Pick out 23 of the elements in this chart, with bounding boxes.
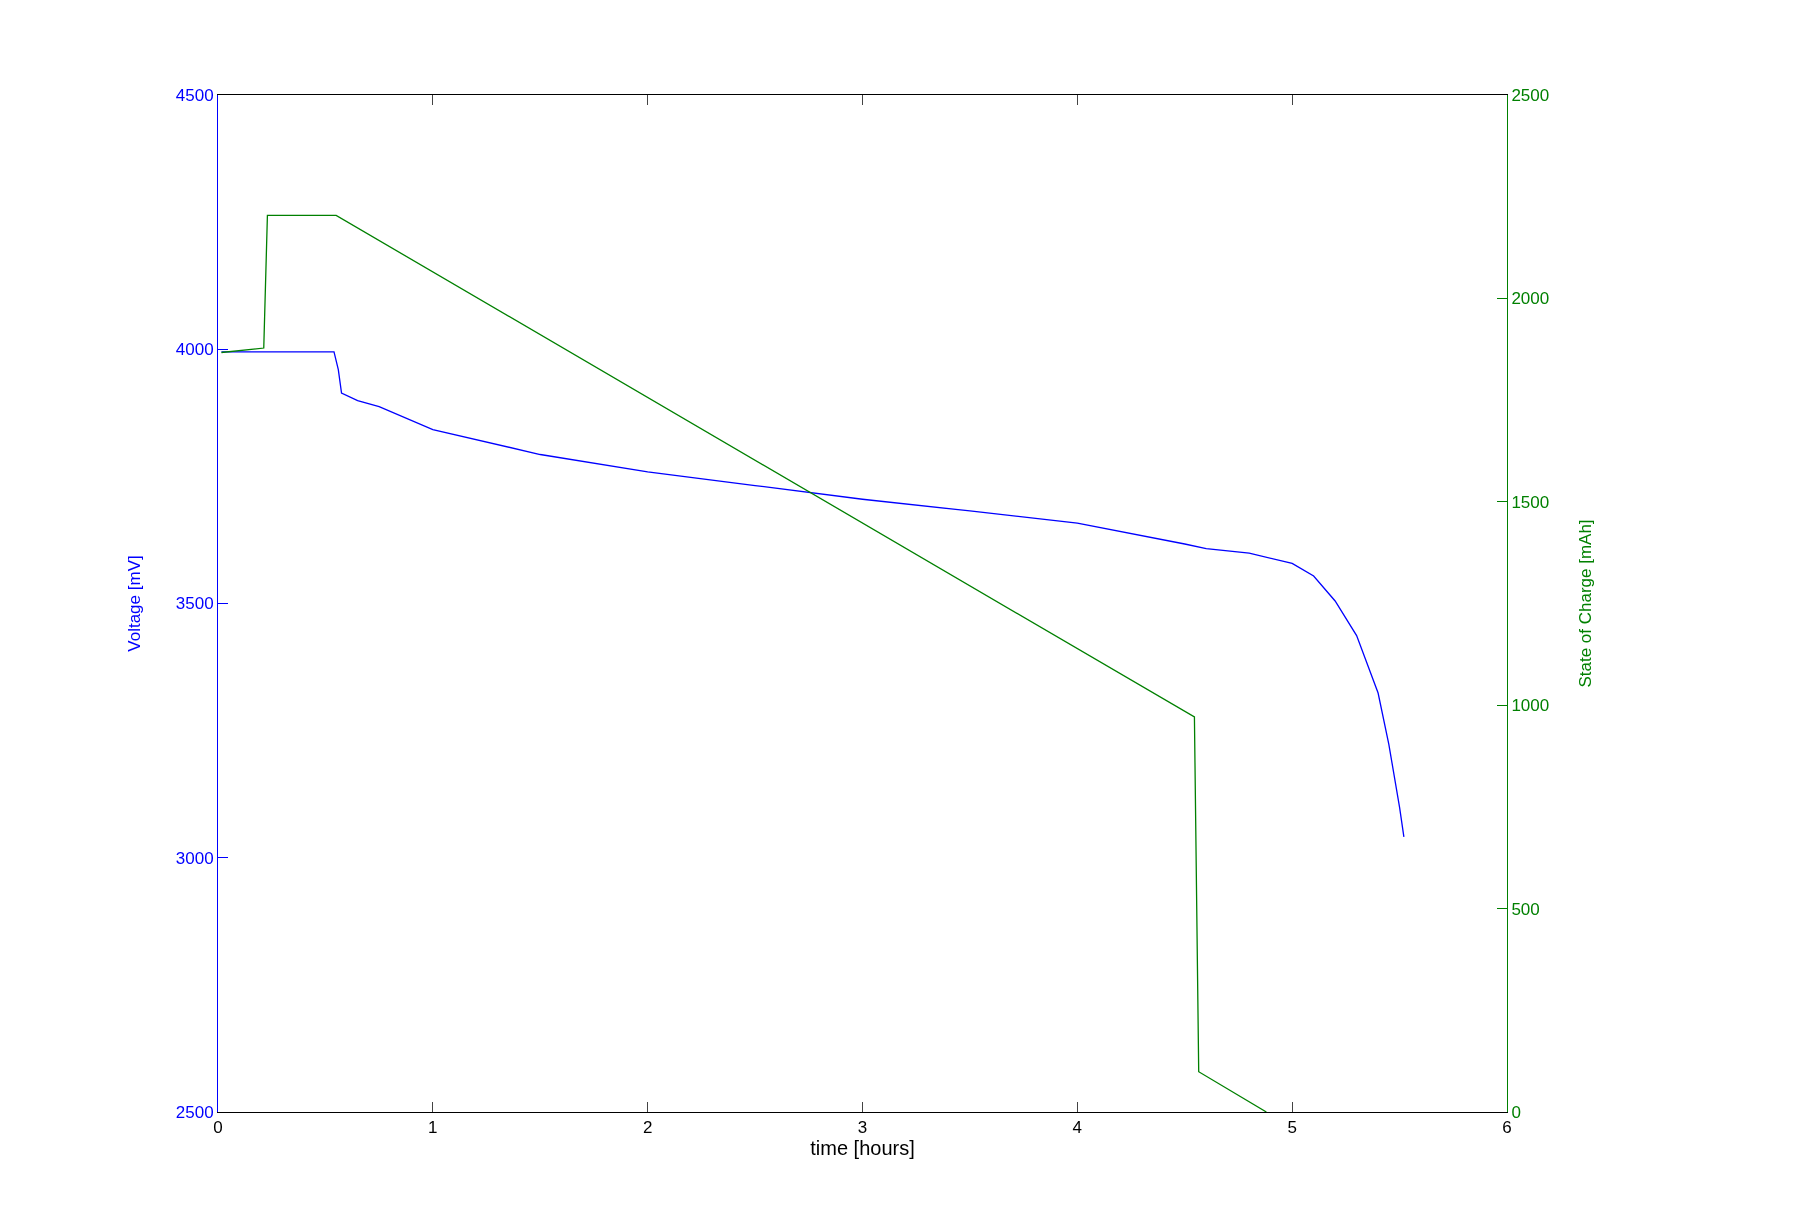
x-tick-label: 5: [1287, 1118, 1297, 1138]
y-tick-label: 3500: [175, 594, 214, 614]
y-axis-title: Voltage [mV]: [125, 555, 145, 652]
y2-tick-label: 2000: [1511, 289, 1550, 309]
x-axis-title: time [hours]: [810, 1137, 915, 1160]
y-tick-label: 4000: [175, 340, 214, 360]
y2-tick-label: 2500: [1511, 85, 1550, 105]
x-tick-label: 4: [1072, 1118, 1083, 1138]
line-series: [220, 214, 1268, 1112]
y-tick-label: 2500: [175, 1102, 214, 1122]
x-tick-label: 0: [213, 1118, 223, 1138]
y2-tick-label: 500: [1511, 899, 1540, 919]
y2-tick-label: 1000: [1511, 696, 1550, 716]
x-tick-label: 6: [1502, 1118, 1512, 1138]
x-tick-label: 3: [857, 1118, 868, 1138]
line-series: [220, 351, 1405, 838]
y-tick-label: 3000: [175, 848, 214, 868]
x-tick-label: 1: [428, 1118, 438, 1138]
y2-tick-label: 0: [1511, 1102, 1521, 1122]
y2-axis-title: State of Charge [mAh]: [1575, 519, 1595, 688]
y-tick-label: 4500: [175, 85, 214, 105]
y2-tick-label: 1500: [1511, 492, 1550, 512]
x-tick-label: 2: [642, 1118, 653, 1138]
